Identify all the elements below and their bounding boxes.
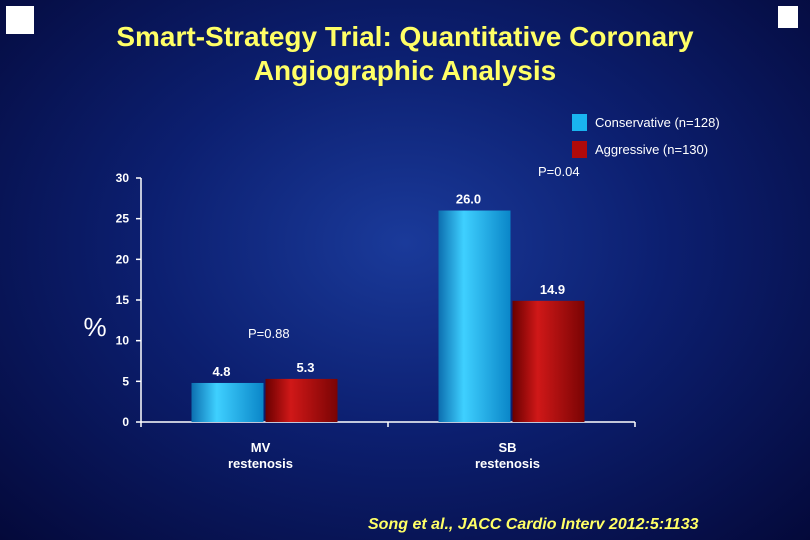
slide-title: Smart-Strategy Trial: Quantitative Coron… [116, 21, 694, 86]
y-tick-label: 25 [116, 212, 130, 226]
y-axis-label: % [83, 312, 106, 342]
y-tick-label: 30 [116, 171, 130, 185]
heart-logo-right [778, 6, 798, 28]
citation: Song et al., JACC Cardio Interv 2012:5:1… [368, 516, 699, 533]
bar-aggressive-1 [512, 300, 585, 422]
y-tick-label: 15 [116, 293, 130, 307]
bar-conservative-1 [438, 210, 511, 422]
x-category-label: SB restenosis [475, 440, 540, 471]
chart-legend: Conservative (n=128) Aggressive (n=130) [572, 114, 720, 158]
chart-labels: 4.8 5.3 MV restenosis 26.0 14.9 SB restenosis P=… [212, 164, 579, 471]
data-label: 14.9 [540, 282, 565, 297]
y-tick-label: 5 [122, 374, 129, 388]
legend-label: Conservative (n=128) [595, 115, 720, 130]
p-value-label: P=0.88 [248, 326, 290, 341]
y-tick-label: 10 [116, 334, 130, 348]
legend-swatch [572, 141, 587, 158]
bar-aggressive-0 [265, 378, 338, 422]
p-value-label: P=0.04 [538, 164, 580, 179]
bar-conservative-0 [191, 382, 264, 422]
chart-bars [191, 210, 585, 422]
data-label: 26.0 [456, 192, 481, 207]
data-label: 4.8 [212, 364, 230, 379]
y-tick-label: 0 [122, 415, 129, 429]
data-label: 5.3 [296, 360, 314, 375]
legend-swatch [572, 114, 587, 131]
legend-label: Aggressive (n=130) [595, 142, 708, 157]
x-category-label: MV restenosis [228, 440, 293, 471]
y-tick-label: 20 [116, 252, 130, 266]
institution-logo-left [6, 6, 34, 34]
